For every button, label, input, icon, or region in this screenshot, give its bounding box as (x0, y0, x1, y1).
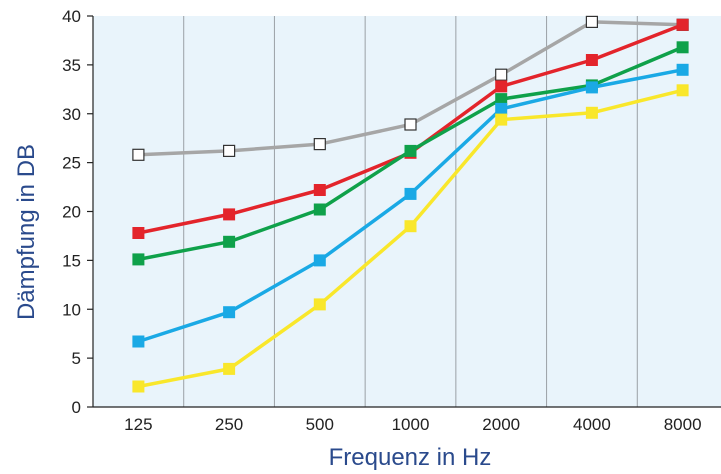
x-tick-label: 2000 (482, 415, 520, 434)
x-tick-label: 250 (215, 415, 243, 434)
y-axis-ticks: 0 5 10 15 20 25 30 35 40 (62, 7, 93, 417)
data-point (132, 148, 145, 161)
data-point (223, 362, 236, 375)
x-tick-label: 4000 (573, 415, 611, 434)
data-point (132, 253, 145, 266)
data-point (495, 102, 508, 115)
data-point (585, 81, 598, 94)
data-point (676, 63, 689, 76)
series-4 (132, 63, 689, 348)
x-tick-label: 1000 (392, 415, 430, 434)
series-1 (132, 15, 689, 161)
data-point (676, 41, 689, 54)
y-tick-label: 10 (62, 300, 81, 319)
data-point (404, 144, 417, 157)
y-tick-label: 40 (62, 7, 81, 26)
data-point (313, 254, 326, 267)
data-point (132, 380, 145, 393)
data-point (223, 235, 236, 248)
data-point (132, 335, 145, 348)
plot-background (93, 16, 721, 407)
data-point (313, 184, 326, 196)
x-tick-label: 500 (306, 415, 334, 434)
x-axis-title: Frequenz in Hz (329, 444, 492, 471)
data-point (313, 203, 326, 216)
data-point (495, 80, 508, 93)
data-point (404, 187, 417, 200)
x-tick-label: 125 (124, 415, 152, 434)
data-point (495, 113, 508, 126)
data-point (313, 138, 326, 151)
y-tick-label: 0 (72, 398, 81, 417)
y-tick-label: 30 (62, 105, 81, 124)
data-point (223, 208, 236, 221)
data-point (676, 18, 689, 31)
data-point (585, 106, 598, 119)
y-tick-label: 20 (62, 203, 81, 222)
series-5 (132, 84, 689, 393)
series-layer (132, 15, 689, 393)
y-tick-label: 35 (62, 56, 81, 75)
data-point (585, 54, 598, 66)
x-tick-label: 8000 (664, 415, 702, 434)
y-tick-label: 25 (62, 154, 81, 173)
y-tick-label: 5 (72, 349, 81, 368)
x-axis-ticks: 125 250 500 1000 2000 4000 8000 (124, 415, 701, 434)
grid (183, 16, 638, 407)
data-point (585, 15, 599, 28)
data-point (404, 220, 417, 233)
y-axis-title: Dämpfung in DB (13, 144, 40, 320)
data-point (404, 118, 417, 131)
data-point (223, 144, 236, 157)
data-point (223, 306, 236, 319)
data-point (495, 68, 508, 81)
y-tick-label: 15 (62, 251, 81, 270)
data-point (313, 298, 326, 311)
data-point (132, 227, 145, 239)
data-point (676, 84, 689, 97)
